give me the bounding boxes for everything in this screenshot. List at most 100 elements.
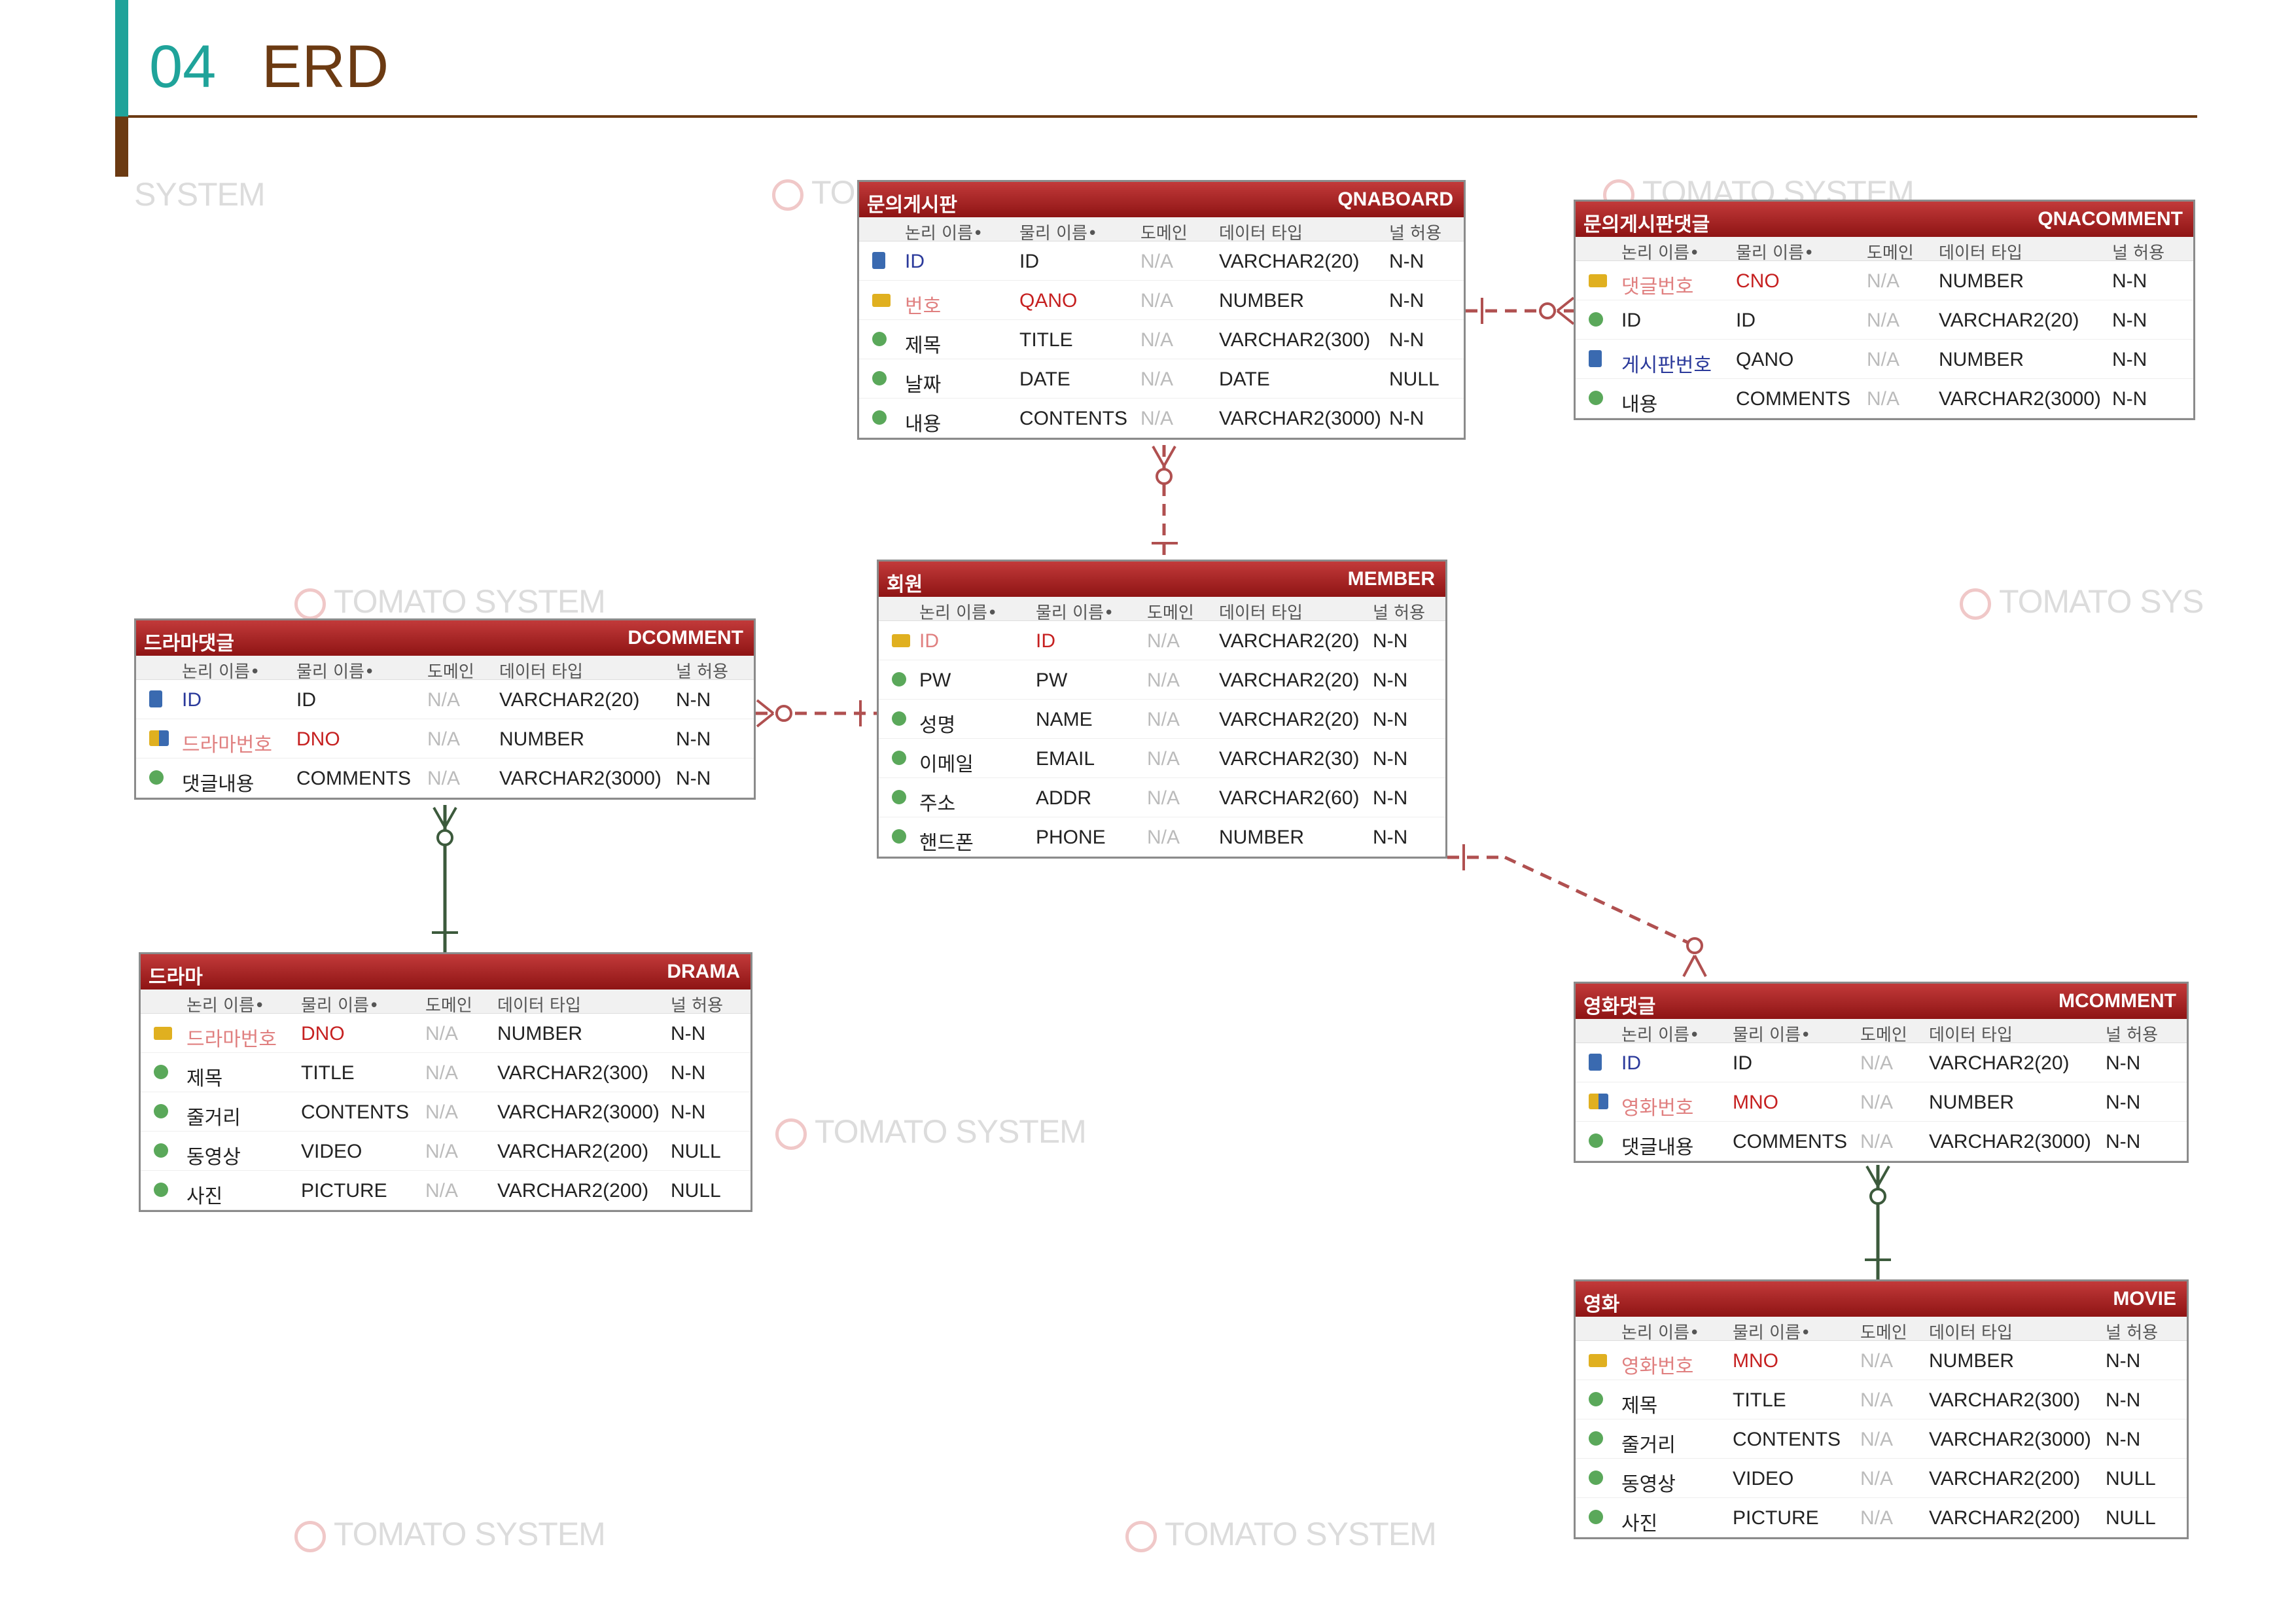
- attribute-domain: N/A: [1140, 251, 1174, 272]
- entity-dcomment[interactable]: 드라마댓글 DCOMMENT 논리 이름• 물리 이름• 도메인 데이터 타입 널 허용 ID…: [134, 618, 756, 800]
- attribute-logical-name: 줄거리: [1621, 1435, 1676, 1456]
- table-row[interactable]: 영화번호 MNO N/A NUMBER N-N: [1576, 1341, 2187, 1380]
- table-row[interactable]: 내용 CONTENTS N/A VARCHAR2(3000) N-N: [859, 399, 1464, 438]
- attribute-nullable: N-N: [1389, 290, 1424, 312]
- attribute-logical-name: 주소: [919, 793, 956, 815]
- table-row[interactable]: 핸드폰 PHONE N/A NUMBER N-N: [879, 817, 1445, 857]
- attribute-logical-name: 제목: [905, 335, 942, 357]
- table-row[interactable]: 드라마번호 DNO N/A NUMBER N-N: [141, 1014, 751, 1053]
- attribute-type: VARCHAR2(20): [1929, 1052, 2070, 1074]
- table-row[interactable]: 성명 NAME N/A VARCHAR2(20) N-N: [879, 700, 1445, 739]
- column-header-type: 데이터 타입: [1929, 1323, 2013, 1343]
- column-header-nullable: 널 허용: [1389, 224, 1442, 243]
- entity-header: 회원 MEMBER: [879, 562, 1445, 597]
- table-row[interactable]: 댓글내용 COMMENTS N/A VARCHAR2(3000) N-N: [136, 758, 754, 798]
- attribute-logical-name: 이메일: [919, 754, 974, 776]
- attribute-domain: N/A: [1860, 1350, 1894, 1372]
- attribute-logical-name: ID: [905, 251, 925, 272]
- attribute-icon: [1589, 1133, 1603, 1148]
- attribute-icon: [1589, 391, 1603, 405]
- table-row[interactable]: 영화번호 MNO N/A NUMBER N-N: [1576, 1082, 2187, 1122]
- attribute-nullable: N-N: [2106, 1131, 2141, 1152]
- attribute-domain: N/A: [425, 1101, 459, 1123]
- attribute-type: VARCHAR2(3000): [1929, 1131, 2091, 1152]
- attribute-physical-name: COMMENTS: [1733, 1131, 1847, 1152]
- rel-mark: [1539, 302, 1556, 319]
- attribute-logical-name: ID: [1621, 1052, 1641, 1074]
- attribute-icon: [154, 1143, 168, 1158]
- attribute-type: VARCHAR2(60): [1219, 787, 1360, 809]
- tomato-logo-icon: [294, 588, 326, 620]
- attribute-type: VARCHAR2(20): [1939, 310, 2079, 331]
- table-row[interactable]: 번호 QANO N/A NUMBER N-N: [859, 281, 1464, 320]
- attribute-icon: [872, 371, 887, 385]
- attribute-domain: N/A: [427, 689, 461, 711]
- column-header-logical: 논리 이름•: [1621, 1026, 1700, 1045]
- attribute-nullable: NULL: [671, 1141, 721, 1162]
- table-row[interactable]: 드라마번호 DNO N/A NUMBER N-N: [136, 719, 754, 758]
- entity-qnaboard[interactable]: 문의게시판 QNABOARD 논리 이름• 물리 이름• 도메인 데이터 타입 널 허용 ID…: [857, 180, 1466, 440]
- attribute-domain: N/A: [1147, 827, 1180, 848]
- table-row[interactable]: ID ID N/A VARCHAR2(20) N-N: [136, 680, 754, 719]
- entity-movie[interactable]: 영화 MOVIE 논리 이름• 물리 이름• 도메인 데이터 타입 널 허용 영화번호 MNO N…: [1574, 1279, 2189, 1539]
- table-row[interactable]: ID ID N/A VARCHAR2(20) N-N: [859, 241, 1464, 281]
- table-row[interactable]: 사진 PICTURE N/A VARCHAR2(200) NULL: [1576, 1498, 2187, 1537]
- attribute-domain: N/A: [1147, 630, 1180, 652]
- table-row[interactable]: 게시판번호 QANO N/A NUMBER N-N: [1576, 340, 2193, 379]
- rel-mark: [756, 712, 775, 728]
- attribute-type: VARCHAR2(3000): [1929, 1429, 2091, 1450]
- table-row[interactable]: 제목 TITLE N/A VARCHAR2(300) N-N: [141, 1053, 751, 1092]
- attribute-icon: [892, 829, 906, 844]
- table-row[interactable]: 댓글번호 CNO N/A NUMBER N-N: [1576, 261, 2193, 300]
- table-row[interactable]: 제목 TITLE N/A VARCHAR2(300) N-N: [1576, 1380, 2187, 1419]
- table-row[interactable]: ID ID N/A VARCHAR2(20) N-N: [879, 621, 1445, 660]
- attribute-icon: [872, 410, 887, 425]
- attribute-nullable: NULL: [2106, 1468, 2156, 1489]
- rel-mark: [1152, 446, 1165, 467]
- table-row[interactable]: ID ID N/A VARCHAR2(20) N-N: [1576, 1043, 2187, 1082]
- entity-member[interactable]: 회원 MEMBER 논리 이름• 물리 이름• 도메인 데이터 타입 널 허용 ID ID N/A…: [877, 560, 1447, 859]
- primary-foreign-key-icon: [1589, 1094, 1608, 1109]
- table-row[interactable]: PW PW N/A VARCHAR2(20) N-N: [879, 660, 1445, 700]
- attribute-physical-name: MNO: [1733, 1092, 1778, 1113]
- attribute-physical-name: ID: [1733, 1052, 1752, 1074]
- attribute-nullable: N-N: [671, 1023, 706, 1044]
- entity-mcomment[interactable]: 영화댓글 MCOMMENT 논리 이름• 물리 이름• 도메인 데이터 타입 널 허용 ID I…: [1574, 982, 2189, 1163]
- column-header-domain: 도메인: [1867, 243, 1914, 263]
- table-row[interactable]: 날짜 DATE N/A DATE NULL: [859, 359, 1464, 399]
- table-row[interactable]: 줄거리 CONTENTS N/A VARCHAR2(3000) N-N: [1576, 1419, 2187, 1459]
- attribute-nullable: NULL: [2106, 1507, 2156, 1529]
- entity-header: 문의게시판댓글 QNACOMMENT: [1576, 202, 2193, 237]
- attribute-logical-name: 핸드폰: [919, 832, 974, 854]
- attribute-type: DATE: [1219, 368, 1270, 390]
- table-row[interactable]: 동영상 VIDEO N/A VARCHAR2(200) NULL: [141, 1132, 751, 1171]
- attribute-physical-name: ID: [1036, 630, 1055, 652]
- table-row[interactable]: 댓글내용 COMMENTS N/A VARCHAR2(3000) N-N: [1576, 1122, 2187, 1161]
- entity-header: 영화 MOVIE: [1576, 1281, 2187, 1317]
- attribute-physical-name: MNO: [1733, 1350, 1778, 1372]
- table-row[interactable]: 동영상 VIDEO N/A VARCHAR2(200) NULL: [1576, 1459, 2187, 1498]
- table-row[interactable]: 줄거리 CONTENTS N/A VARCHAR2(3000) N-N: [141, 1092, 751, 1132]
- attribute-logical-name: 동영상: [1621, 1474, 1676, 1495]
- watermark: TOMATO SYSTEM: [294, 582, 606, 620]
- entity-qnacomment[interactable]: 문의게시판댓글 QNACOMMENT 논리 이름• 물리 이름• 도메인 데이터 타입 널 …: [1574, 200, 2195, 420]
- attribute-domain: N/A: [1860, 1092, 1894, 1113]
- table-row[interactable]: 주소 ADDR N/A VARCHAR2(60) N-N: [879, 778, 1445, 817]
- column-header-physical: 물리 이름•: [1019, 224, 1098, 243]
- attribute-logical-name: PW: [919, 669, 951, 691]
- entity-drama[interactable]: 드라마 DRAMA 논리 이름• 물리 이름• 도메인 데이터 타입 널 허용 드라마번호 DN…: [139, 952, 752, 1212]
- attribute-type: VARCHAR2(20): [1219, 630, 1360, 652]
- table-row[interactable]: 내용 COMMENTS N/A VARCHAR2(3000) N-N: [1576, 379, 2193, 418]
- column-header-domain: 도메인: [427, 662, 474, 682]
- attribute-nullable: N-N: [2106, 1429, 2141, 1450]
- attribute-icon: [1589, 1471, 1603, 1485]
- table-row[interactable]: 이메일 EMAIL N/A VARCHAR2(30) N-N: [879, 739, 1445, 778]
- table-row[interactable]: 사진 PICTURE N/A VARCHAR2(200) NULL: [141, 1171, 751, 1210]
- rel-mark: [1693, 955, 1707, 977]
- column-header-physical: 물리 이름•: [1036, 603, 1114, 623]
- attribute-physical-name: CNO: [1736, 270, 1780, 292]
- entity-logical-name: 드라마댓글: [144, 632, 234, 655]
- table-row[interactable]: ID ID N/A VARCHAR2(20) N-N: [1576, 300, 2193, 340]
- table-row[interactable]: 제목 TITLE N/A VARCHAR2(300) N-N: [859, 320, 1464, 359]
- primary-key-icon: [872, 294, 891, 307]
